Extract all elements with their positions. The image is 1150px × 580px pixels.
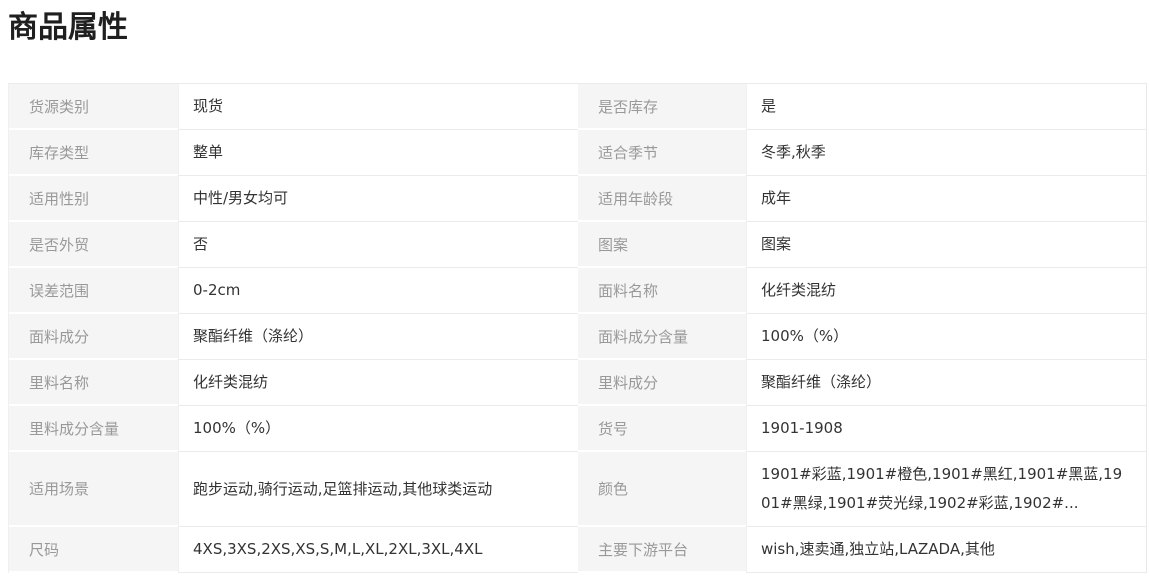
attr-label: 里料成分含量 <box>9 406 178 452</box>
attr-label: 货号 <box>578 406 746 452</box>
attr-value: 聚酯纤维（涤纶） <box>178 314 578 360</box>
attr-value: 0-2cm <box>178 268 578 314</box>
attr-value: 图案 <box>746 222 1146 268</box>
page-title: 商品属性 <box>8 10 128 45</box>
attr-value: 化纤类混纺 <box>746 268 1146 314</box>
attr-label: 里料成分 <box>578 360 746 406</box>
attr-value: 1901-1908 <box>746 406 1146 452</box>
attr-label: 颜色 <box>578 452 746 527</box>
attr-row: 误差范围 0-2cm 面料名称 化纤类混纺 <box>9 268 1146 314</box>
attr-row: 面料成分 聚酯纤维（涤纶） 面料成分含量 100%（%） <box>9 314 1146 360</box>
attr-label: 适合季节 <box>578 130 746 176</box>
attr-row: 适用场景 跑步运动,骑行运动,足篮排运动,其他球类运动 颜色 1901#彩蓝,1… <box>9 452 1146 527</box>
attr-value: 否 <box>178 222 578 268</box>
attr-value: 100%（%） <box>746 314 1146 360</box>
attr-value: 整单 <box>178 130 578 176</box>
attr-value: 中性/男女均可 <box>178 176 578 222</box>
attr-label: 适用年龄段 <box>578 176 746 222</box>
attr-row: 里料成分含量 100%（%） 货号 1901-1908 <box>9 406 1146 452</box>
attr-value: 化纤类混纺 <box>178 360 578 406</box>
attr-label: 是否库存 <box>578 84 746 130</box>
attr-label: 里料名称 <box>9 360 178 406</box>
attr-row: 库存类型 整单 适合季节 冬季,秋季 <box>9 130 1146 176</box>
attr-value: wish,速卖通,独立站,LAZADA,其他 <box>746 527 1146 573</box>
attr-value: 成年 <box>746 176 1146 222</box>
attr-label: 面料名称 <box>578 268 746 314</box>
attr-value: 聚酯纤维（涤纶） <box>746 360 1146 406</box>
attr-label: 适用场景 <box>9 452 178 527</box>
attr-label: 面料成分 <box>9 314 178 360</box>
attr-label: 库存类型 <box>9 130 178 176</box>
attr-label: 主要下游平台 <box>578 527 746 573</box>
attr-label: 适用性别 <box>9 176 178 222</box>
product-attributes-table: 货源类别 现货 是否库存 是 库存类型 整单 适合季节 冬季,秋季 适用性别 中… <box>8 83 1147 573</box>
attr-value: 现货 <box>178 84 578 130</box>
attr-label: 尺码 <box>9 527 178 573</box>
attr-value: 1901#彩蓝,1901#橙色,1901#黑红,1901#黑蓝,1901#黑绿,… <box>746 452 1146 527</box>
attr-value: 是 <box>746 84 1146 130</box>
attr-label: 货源类别 <box>9 84 178 130</box>
attr-value: 4XS,3XS,2XS,XS,S,M,L,XL,2XL,3XL,4XL <box>178 527 578 573</box>
attr-label: 面料成分含量 <box>578 314 746 360</box>
attr-row: 货源类别 现货 是否库存 是 <box>9 84 1146 130</box>
attr-value: 跑步运动,骑行运动,足篮排运动,其他球类运动 <box>178 452 578 527</box>
attr-label: 图案 <box>578 222 746 268</box>
attr-value: 100%（%） <box>178 406 578 452</box>
attr-row: 尺码 4XS,3XS,2XS,XS,S,M,L,XL,2XL,3XL,4XL 主… <box>9 527 1146 573</box>
attr-row: 适用性别 中性/男女均可 适用年龄段 成年 <box>9 176 1146 222</box>
attr-row: 里料名称 化纤类混纺 里料成分 聚酯纤维（涤纶） <box>9 360 1146 406</box>
attr-row: 是否外贸 否 图案 图案 <box>9 222 1146 268</box>
attr-label: 误差范围 <box>9 268 178 314</box>
attr-label: 是否外贸 <box>9 222 178 268</box>
attr-value: 冬季,秋季 <box>746 130 1146 176</box>
